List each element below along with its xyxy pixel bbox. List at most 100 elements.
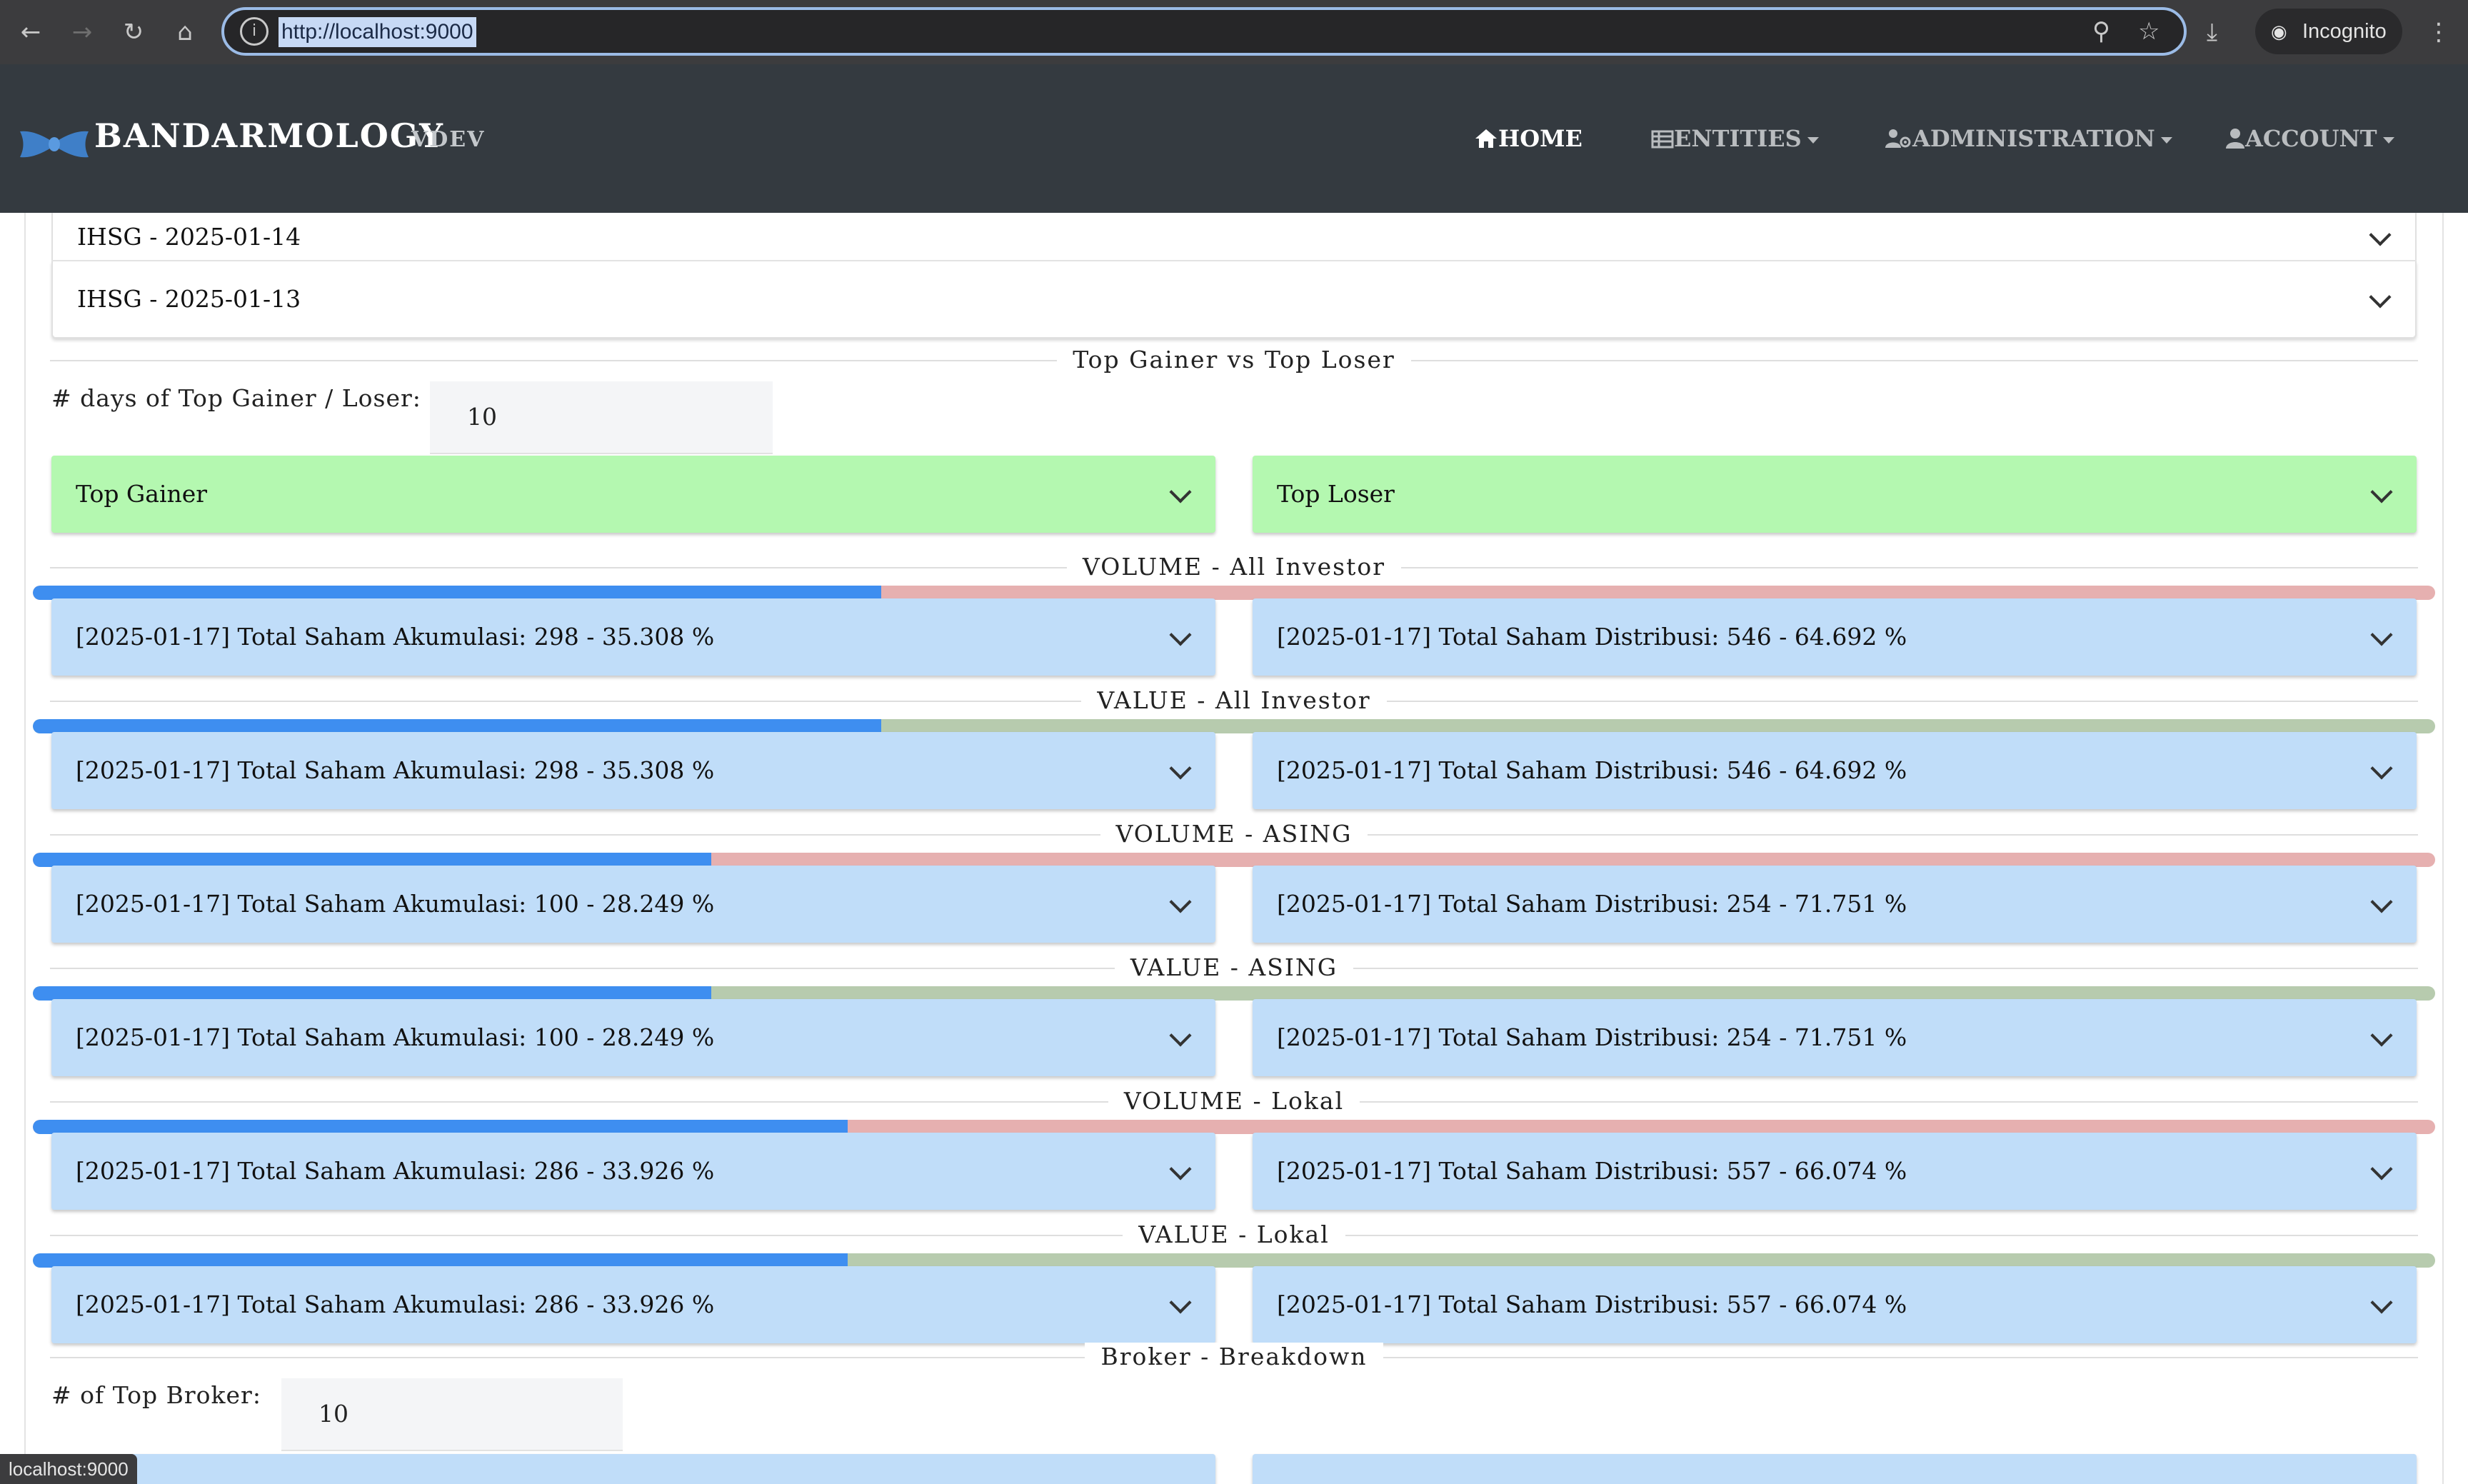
breakdown-title: VALUE - ASING	[0, 953, 2468, 982]
chevron-down-icon[interactable]	[1169, 757, 1192, 780]
distribusi-accordion[interactable]: [2025-01-17] Total Saham Distribusi: 254…	[1253, 999, 2417, 1076]
ihsg-accordion-title: IHSG - 2025-01-13	[77, 285, 301, 313]
akumulasi-accordion[interactable]: [2025-01-17] Total Saham Akumulasi: 100 …	[51, 999, 1215, 1076]
akumulasi-accordion[interactable]: [2025-01-17] Total Saham Akumulasi: 286 …	[51, 1133, 1215, 1210]
chevron-down-icon[interactable]	[1169, 1158, 1192, 1180]
breakdown-title: VOLUME - All Investor	[0, 553, 2468, 581]
akumulasi-distribusi-progress	[33, 719, 2435, 733]
nav-entities[interactable]: ENTITIES	[1651, 124, 1819, 153]
distribusi-accordion[interactable]: [2025-01-17] Total Saham Distribusi: 546…	[1253, 598, 2417, 676]
nav-home[interactable]: HOME	[1474, 124, 1582, 153]
container-border-right	[2442, 213, 2444, 1484]
home-icon[interactable]: ⌂	[177, 18, 193, 46]
chevron-down-icon[interactable]	[2370, 623, 2393, 646]
table-icon	[1651, 130, 1674, 149]
broker-section-title: Broker - Breakdown	[0, 1343, 2468, 1371]
broker-buy-accordion[interactable]	[51, 1454, 1215, 1484]
incognito-badge[interactable]: ◉ Incognito	[2255, 9, 2402, 54]
chevron-down-icon[interactable]	[2370, 1024, 2393, 1047]
chevron-down-icon[interactable]	[1169, 1024, 1192, 1047]
akumulasi-title: [2025-01-17] Total Saham Akumulasi: 100 …	[76, 890, 715, 918]
browser-menu-icon[interactable]: ⋮	[2427, 18, 2451, 46]
download-icon[interactable]: ⤓	[2207, 18, 2218, 46]
status-bar-url: localhost:9000	[0, 1454, 137, 1484]
chevron-down-icon[interactable]	[2370, 1291, 2393, 1314]
nav-account-label: ACCOUNT	[2245, 125, 2377, 152]
akumulasi-title: [2025-01-17] Total Saham Akumulasi: 298 …	[76, 623, 715, 651]
distribusi-title: [2025-01-17] Total Saham Distribusi: 557…	[1277, 1290, 1907, 1318]
top-section-title: Top Gainer vs Top Loser	[0, 346, 2468, 374]
container-border-left	[24, 213, 26, 1484]
reload-icon[interactable]: ↻	[123, 18, 144, 46]
chevron-down-icon[interactable]	[1169, 1291, 1192, 1314]
distribusi-title: [2025-01-17] Total Saham Distribusi: 546…	[1277, 623, 1907, 651]
broker-sell-accordion[interactable]	[1253, 1454, 2417, 1484]
breakdown-title: VOLUME - Lokal	[0, 1087, 2468, 1115]
forward-icon[interactable]: →	[71, 18, 93, 46]
days-label: # days of Top Gainer / Loser:	[51, 384, 421, 412]
distribusi-accordion[interactable]: [2025-01-17] Total Saham Distribusi: 557…	[1253, 1133, 2417, 1210]
version-badge: VDEV	[411, 127, 486, 152]
distribusi-accordion[interactable]: [2025-01-17] Total Saham Distribusi: 546…	[1253, 732, 2417, 809]
akumulasi-accordion[interactable]: [2025-01-17] Total Saham Akumulasi: 100 …	[51, 866, 1215, 943]
url-text[interactable]: http://localhost:9000	[279, 17, 476, 47]
distribusi-title: [2025-01-17] Total Saham Distribusi: 557…	[1277, 1157, 1907, 1185]
akumulasi-progress-fill	[33, 986, 712, 1001]
back-icon[interactable]: ←	[20, 18, 41, 46]
home-icon	[1475, 129, 1497, 148]
akumulasi-progress-fill	[33, 1253, 848, 1268]
akumulasi-title: [2025-01-17] Total Saham Akumulasi: 298 …	[76, 756, 715, 784]
nav-administration[interactable]: ADMINISTRATION	[1884, 124, 2172, 153]
akumulasi-title: [2025-01-17] Total Saham Akumulasi: 286 …	[76, 1157, 715, 1185]
top-gainer-accordion[interactable]: Top Gainer	[51, 456, 1215, 533]
broker-count-input-value: 10	[318, 1400, 348, 1428]
nav-administration-label: ADMINISTRATION	[1912, 125, 2155, 152]
breakdown-title: VOLUME - ASING	[0, 820, 2468, 848]
ihsg-accordion-item[interactable]: IHSG - 2025-01-14	[51, 213, 2417, 261]
akumulasi-accordion[interactable]: [2025-01-17] Total Saham Akumulasi: 298 …	[51, 598, 1215, 676]
bow-tie-logo-icon[interactable]	[19, 127, 90, 161]
ihsg-accordion-item[interactable]: IHSG - 2025-01-13	[51, 261, 2417, 339]
site-info-icon[interactable]: i	[240, 17, 269, 46]
distribusi-title: [2025-01-17] Total Saham Distribusi: 254…	[1277, 1023, 1907, 1051]
akumulasi-distribusi-progress	[33, 853, 2435, 867]
distribusi-accordion[interactable]: [2025-01-17] Total Saham Distribusi: 254…	[1253, 866, 2417, 943]
chevron-down-icon[interactable]	[2370, 757, 2393, 780]
breakdown-title: VALUE - All Investor	[0, 686, 2468, 715]
chevron-down-icon[interactable]	[2370, 891, 2393, 913]
breakdown-title: VALUE - Lokal	[0, 1220, 2468, 1249]
zoom-icon[interactable]: ⚲	[2092, 17, 2110, 46]
incognito-icon: ◉	[2271, 21, 2287, 42]
akumulasi-distribusi-progress	[33, 1120, 2435, 1134]
brand-title[interactable]: BANDARMOLOGY	[94, 116, 444, 155]
chevron-down-icon[interactable]	[1169, 481, 1192, 503]
app-navbar: BANDARMOLOGY VDEV HOME ENTITIES ADMINIST…	[0, 64, 2468, 213]
chevron-down-icon[interactable]	[2369, 224, 2392, 246]
chevron-down-icon	[2160, 137, 2172, 144]
browser-toolbar: ← → ↻ ⌂ i http://localhost:9000 ⚲ ☆ ⤓ ◉ …	[0, 0, 2468, 64]
bookmark-star-icon[interactable]: ☆	[2138, 17, 2160, 46]
incognito-label: Incognito	[2302, 20, 2387, 43]
chevron-down-icon[interactable]	[1169, 623, 1192, 646]
akumulasi-distribusi-progress	[33, 1253, 2435, 1268]
users-cog-icon	[1885, 129, 1911, 148]
days-input[interactable]: 10	[430, 381, 773, 454]
user-icon	[2226, 129, 2244, 149]
akumulasi-progress-fill	[33, 586, 881, 600]
akumulasi-accordion[interactable]: [2025-01-17] Total Saham Akumulasi: 298 …	[51, 732, 1215, 809]
akumulasi-accordion[interactable]: [2025-01-17] Total Saham Akumulasi: 286 …	[51, 1266, 1215, 1343]
broker-count-input[interactable]: 10	[281, 1378, 623, 1451]
chevron-down-icon[interactable]	[2370, 481, 2393, 503]
chevron-down-icon[interactable]	[2369, 286, 2392, 309]
distribusi-accordion[interactable]: [2025-01-17] Total Saham Distribusi: 557…	[1253, 1266, 2417, 1343]
akumulasi-title: [2025-01-17] Total Saham Akumulasi: 286 …	[76, 1290, 715, 1318]
nav-account[interactable]: ACCOUNT	[2225, 124, 2394, 153]
distribusi-title: [2025-01-17] Total Saham Distribusi: 254…	[1277, 890, 1907, 918]
broker-count-label: # of Top Broker:	[51, 1381, 261, 1409]
address-bar[interactable]: i http://localhost:9000 ⚲ ☆	[221, 7, 2187, 56]
days-input-value: 10	[467, 403, 497, 431]
chevron-down-icon[interactable]	[2370, 1158, 2393, 1180]
top-loser-accordion[interactable]: Top Loser	[1253, 456, 2417, 533]
chevron-down-icon[interactable]	[1169, 891, 1192, 913]
top-loser-title: Top Loser	[1277, 480, 1395, 508]
